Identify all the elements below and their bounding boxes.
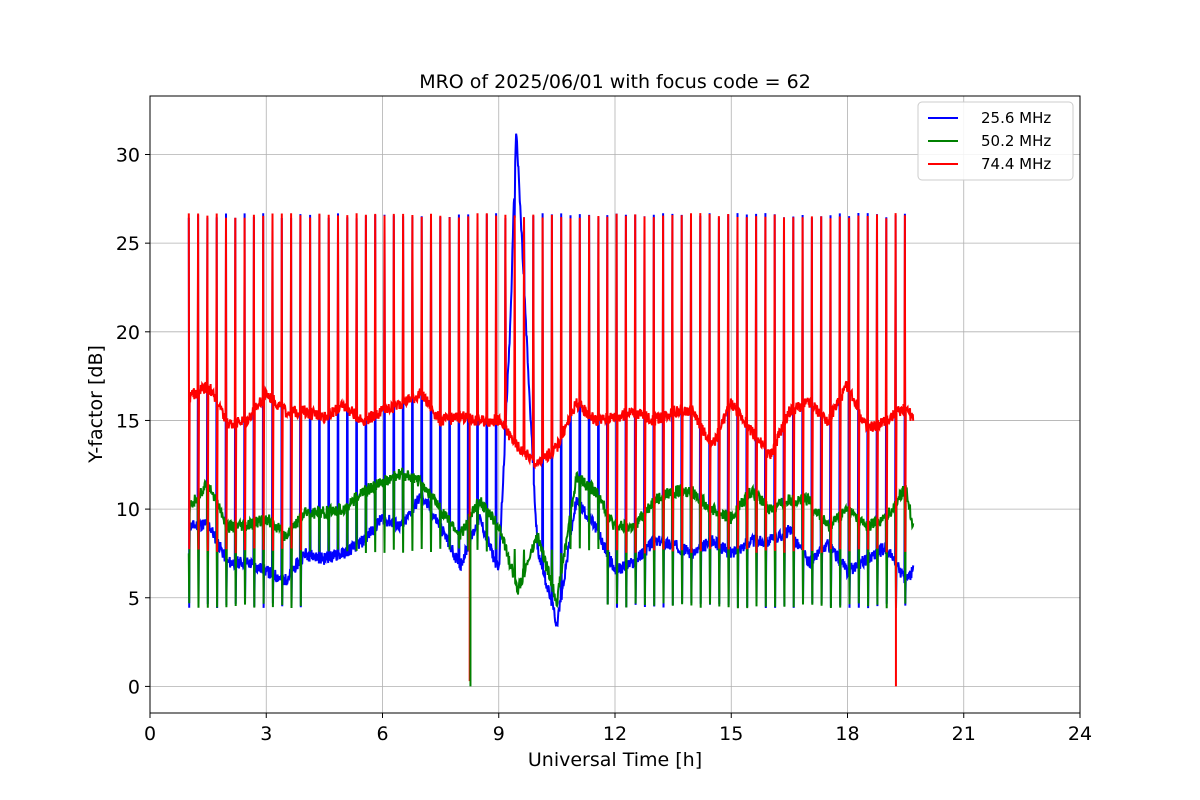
plot-area: [187, 133, 915, 687]
x-axis-title: Universal Time [h]: [528, 749, 702, 771]
y-tick-label: 25: [116, 233, 140, 255]
legend-label: 50.2 MHz: [981, 132, 1051, 150]
x-tick-label: 6: [376, 723, 388, 745]
series-line: [187, 213, 915, 554]
y-axis-title: Y-factor [dB]: [85, 345, 107, 464]
grid: [149, 96, 1081, 713]
legend-label: 74.4 MHz: [981, 155, 1051, 173]
y-tick-label: 10: [116, 499, 140, 521]
y-tick-label: 0: [128, 676, 140, 698]
x-tick-label: 21: [952, 723, 976, 745]
y-tick-label: 30: [116, 145, 140, 167]
x-tick-label: 0: [144, 723, 156, 745]
x-tick-label: 9: [493, 723, 505, 745]
x-tick-label: 15: [719, 723, 743, 745]
x-tick-label: 24: [1068, 723, 1092, 745]
x-axis: 0 3 6 9 12 15 18 21 24: [144, 713, 1092, 745]
legend-box: [917, 101, 1074, 181]
y-tick-label: 20: [116, 322, 140, 344]
y-tick-label: 5: [128, 588, 140, 610]
chart-title: MRO of 2025/06/01 with focus code = 62: [419, 71, 811, 93]
y-axis: 0 5 10 15 20 25 30: [116, 145, 150, 698]
legend-label: 25.6 MHz: [981, 109, 1051, 127]
x-tick-label: 3: [260, 723, 272, 745]
y-tick-label: 15: [116, 410, 140, 432]
legend: 25.6 MHz 50.2 MHz 74.4 MHz: [917, 101, 1074, 181]
series-line: [187, 467, 915, 609]
x-tick-label: 12: [603, 723, 627, 745]
x-tick-label: 18: [835, 723, 859, 745]
